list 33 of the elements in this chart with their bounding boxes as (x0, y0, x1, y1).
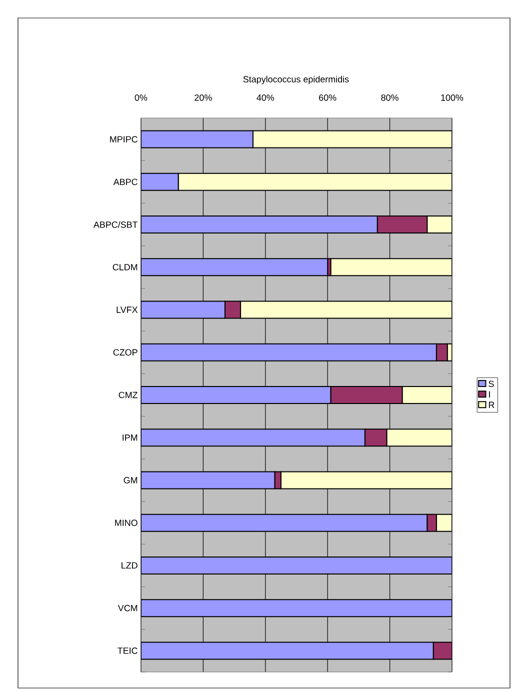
y-tick-label: VCM (118, 604, 138, 612)
y-tick-label: LVFX (116, 306, 138, 313)
bar (252, 130, 452, 148)
bar (240, 300, 452, 319)
y-tick-label: LZD (122, 562, 138, 569)
bar (330, 386, 403, 404)
chart-title: Stapylococcus epidermidis (243, 76, 349, 84)
x-tick-label: 20% (194, 94, 212, 101)
y-tick-label: CZOP (113, 349, 138, 356)
legend-label: S (488, 380, 494, 388)
y-tick-label: IPM (122, 434, 138, 441)
legend-label: I (489, 391, 490, 398)
bar (386, 428, 452, 447)
y-tick-label: ABPC/SBT (93, 221, 138, 228)
x-tick-label: 100% (441, 94, 464, 101)
y-tick-label: TEIC (118, 648, 138, 654)
y-tick-label: CLDM (112, 264, 138, 270)
y-tick-label: CMZ (118, 392, 138, 398)
x-tick-label: 0% (134, 94, 148, 101)
bar (280, 471, 452, 490)
x-tick-label: 40% (256, 94, 274, 101)
y-tick-label: GM (124, 477, 138, 484)
x-tick-label: 60% (319, 94, 336, 101)
bar (178, 172, 452, 191)
bar (402, 386, 452, 404)
bar (426, 216, 452, 234)
legend-label: R (488, 402, 494, 408)
y-tick-label: ABPC (113, 178, 138, 186)
bar (376, 216, 428, 234)
bar (330, 258, 452, 276)
x-tick-label: 80% (381, 94, 398, 101)
y-tick-label: MINO (115, 520, 138, 526)
y-tick-label: MPIPC (110, 136, 138, 142)
